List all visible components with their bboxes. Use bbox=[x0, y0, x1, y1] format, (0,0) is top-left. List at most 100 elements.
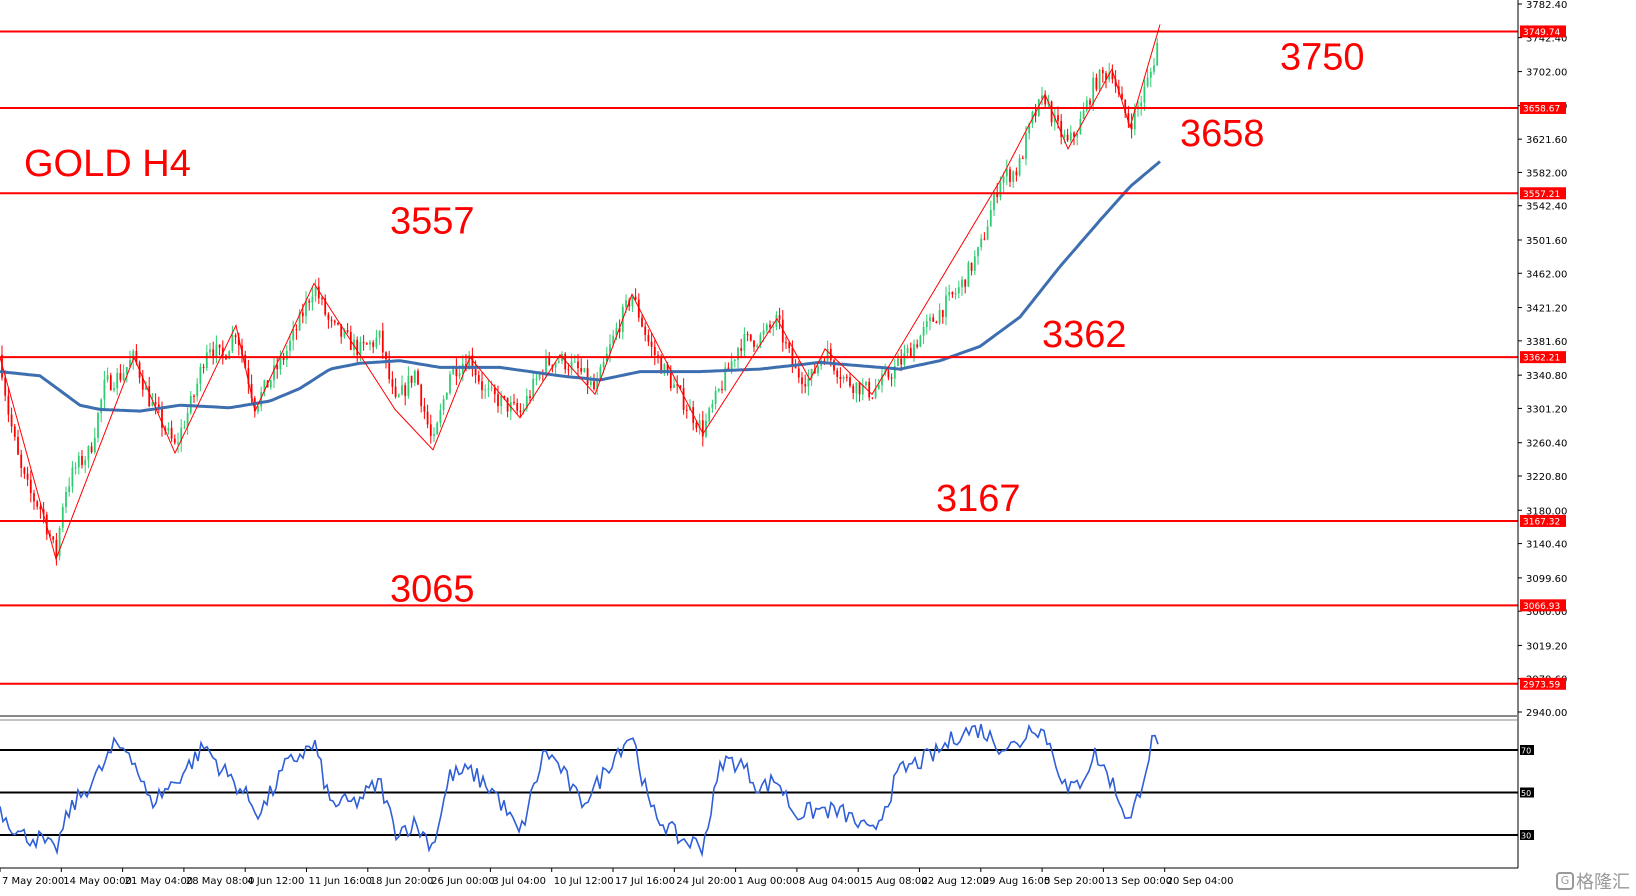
candle-body bbox=[548, 356, 551, 365]
candle-body bbox=[1018, 157, 1021, 176]
x-tick-label: 5 Sep 20:00 bbox=[1044, 876, 1104, 887]
candle-body bbox=[372, 342, 375, 347]
candle-body bbox=[983, 238, 986, 240]
candle-body bbox=[157, 404, 160, 409]
candle-body bbox=[929, 317, 931, 322]
level-price-tag-text: 3362.21 bbox=[1523, 354, 1560, 364]
candle-body bbox=[999, 182, 1002, 197]
candle-body bbox=[221, 347, 224, 356]
candle-body bbox=[330, 319, 333, 321]
candle-body bbox=[292, 329, 295, 341]
candle-body bbox=[586, 368, 589, 385]
candle-body bbox=[1108, 72, 1111, 80]
candle-body bbox=[474, 369, 477, 376]
candle-body bbox=[215, 344, 218, 357]
x-tick-label: 15 Aug 08:00 bbox=[860, 876, 927, 887]
candle-body bbox=[593, 381, 595, 390]
candle-body bbox=[100, 399, 103, 414]
candle-body bbox=[279, 356, 282, 370]
candle-body bbox=[685, 409, 688, 411]
candle-body bbox=[663, 364, 666, 374]
candle-body bbox=[1101, 69, 1104, 74]
candle-body bbox=[394, 386, 397, 397]
candle-body bbox=[1085, 100, 1088, 111]
candle-body bbox=[276, 365, 279, 370]
candle-body bbox=[849, 377, 851, 386]
candle-body bbox=[778, 315, 781, 320]
axes: 3782.403742.403702.003661.403621.603582.… bbox=[0, 0, 1567, 887]
x-tick-label: 1 Aug 00:00 bbox=[738, 876, 799, 887]
candle-body bbox=[941, 310, 944, 317]
candle-body bbox=[362, 341, 365, 344]
candle-body bbox=[676, 384, 679, 386]
candle-body bbox=[1009, 169, 1011, 182]
x-tick-label: 8 Aug 04:00 bbox=[799, 876, 860, 887]
candle-body bbox=[346, 330, 349, 332]
x-tick-label: 10 Jul 12:00 bbox=[554, 876, 614, 887]
candle-body bbox=[471, 355, 474, 370]
candle-body bbox=[980, 238, 983, 248]
candle-body bbox=[746, 334, 749, 336]
level-price-tag bbox=[1520, 351, 1566, 364]
candle-body bbox=[538, 372, 541, 379]
candle-body bbox=[173, 438, 176, 443]
candle-body bbox=[1143, 86, 1146, 103]
candle-body bbox=[890, 377, 893, 379]
candle-body bbox=[113, 388, 115, 391]
rsi-level-tag bbox=[1520, 787, 1534, 798]
candle-body bbox=[881, 374, 883, 386]
candle-body bbox=[919, 335, 922, 347]
candle-body bbox=[756, 345, 759, 347]
candle-body bbox=[529, 396, 531, 399]
x-tick-label: 17 Jul 16:00 bbox=[615, 876, 675, 887]
candle-body bbox=[180, 427, 183, 443]
candle-body bbox=[1121, 93, 1123, 100]
candle-body bbox=[897, 358, 899, 367]
candle-body bbox=[865, 381, 867, 385]
candle-body bbox=[436, 422, 439, 435]
candle-body bbox=[631, 296, 634, 307]
candle-body bbox=[68, 486, 71, 492]
candle-body bbox=[308, 300, 311, 303]
y-tick-label: 3621.60 bbox=[1526, 135, 1567, 146]
x-tick-label: 28 May 08:00 bbox=[186, 876, 255, 887]
candle-body bbox=[52, 536, 55, 540]
candle-body bbox=[423, 406, 426, 412]
candle-body bbox=[340, 324, 343, 337]
candle-body bbox=[500, 395, 503, 407]
moving-average-line bbox=[0, 160, 1161, 413]
y-tick-label: 3260.40 bbox=[1526, 439, 1567, 450]
candle-body bbox=[1028, 123, 1031, 134]
candle-body bbox=[314, 286, 317, 297]
level-price-tag bbox=[1520, 677, 1566, 690]
candle-body bbox=[305, 300, 307, 317]
candle-body bbox=[445, 392, 448, 400]
y-tick-label: 3340.80 bbox=[1526, 371, 1567, 382]
y-tick-label: 3180.00 bbox=[1526, 506, 1567, 517]
candle-body bbox=[17, 436, 19, 455]
candle-body bbox=[161, 408, 163, 428]
candle-body bbox=[711, 403, 714, 409]
candle-body bbox=[1015, 171, 1018, 176]
candle-body bbox=[913, 344, 915, 358]
candle-body bbox=[327, 314, 330, 320]
candle-body bbox=[55, 539, 58, 557]
candle-body bbox=[599, 367, 602, 379]
candle-body bbox=[823, 360, 826, 362]
candle-body bbox=[1105, 73, 1107, 80]
candle-body bbox=[785, 342, 787, 344]
candle-body bbox=[285, 350, 288, 360]
candle-body bbox=[957, 287, 960, 294]
candle-body bbox=[1133, 108, 1136, 130]
candle-body bbox=[497, 394, 499, 407]
candle-body bbox=[490, 387, 493, 389]
x-tick-label: 11 Jun 16:00 bbox=[309, 876, 373, 887]
candle-body bbox=[721, 389, 723, 391]
x-tick-label: 26 Jun 00:00 bbox=[431, 876, 495, 887]
candle-body bbox=[935, 321, 938, 324]
candle-body bbox=[762, 330, 765, 335]
candle-body bbox=[1149, 71, 1152, 78]
candle-body bbox=[564, 353, 567, 370]
candle-body bbox=[612, 335, 615, 345]
